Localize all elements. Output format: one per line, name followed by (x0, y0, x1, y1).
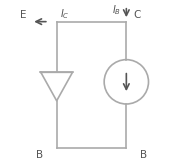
Text: $I_C$: $I_C$ (60, 8, 69, 21)
Text: E: E (20, 9, 27, 20)
Text: C: C (133, 9, 140, 20)
Text: B: B (140, 150, 147, 160)
Text: B: B (36, 150, 43, 160)
Text: $I_B$: $I_B$ (112, 3, 121, 17)
